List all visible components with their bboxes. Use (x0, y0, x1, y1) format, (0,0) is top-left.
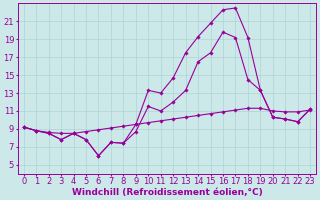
X-axis label: Windchill (Refroidissement éolien,°C): Windchill (Refroidissement éolien,°C) (72, 188, 262, 197)
